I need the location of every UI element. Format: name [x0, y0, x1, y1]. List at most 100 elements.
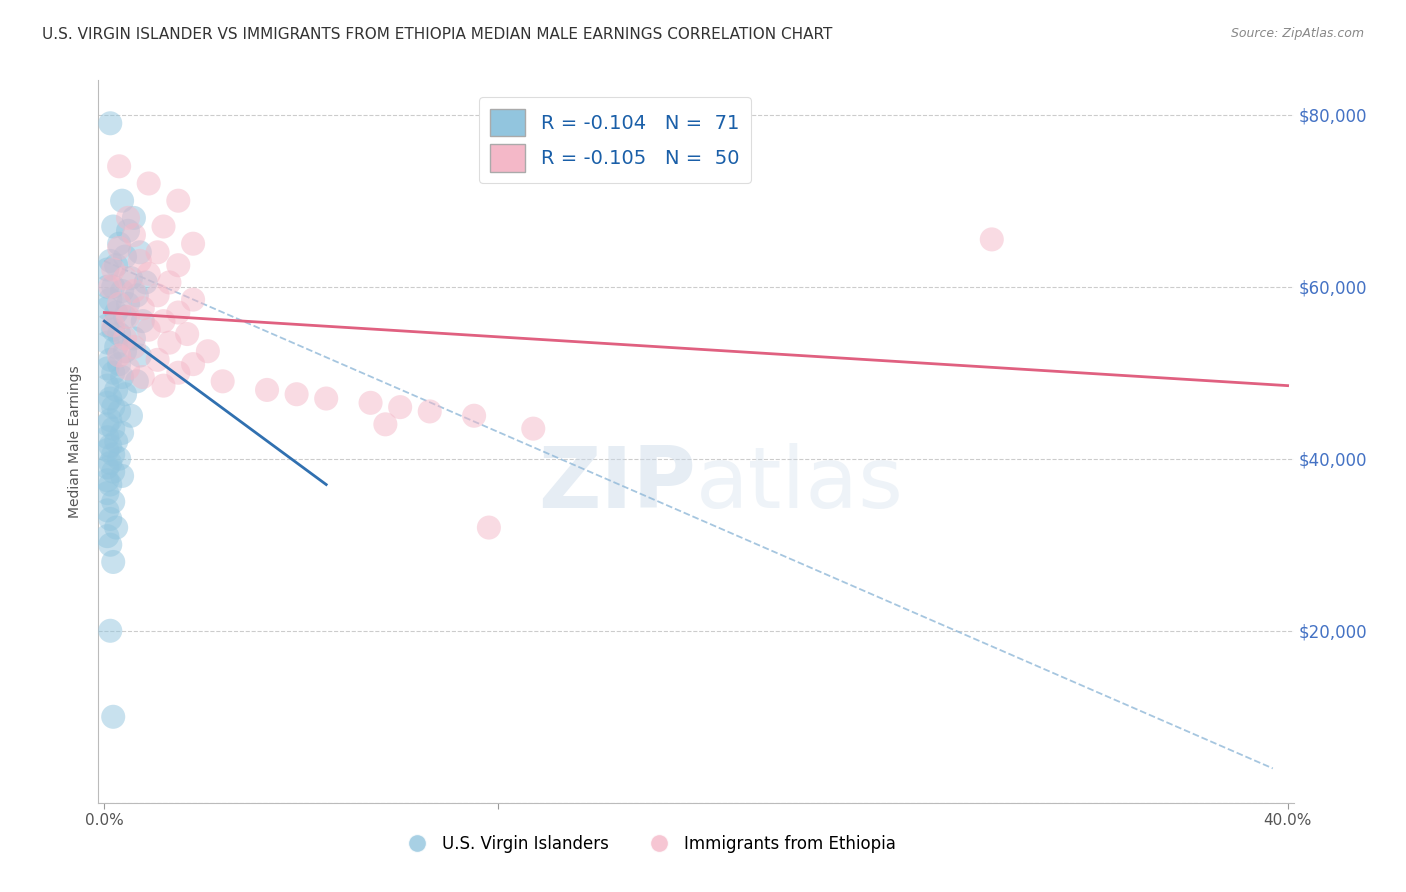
Point — [117, 310, 139, 324]
Point — [98, 352, 121, 367]
Point — [980, 232, 1002, 246]
Point — [132, 301, 155, 316]
Point — [103, 318, 125, 333]
Point — [103, 465, 125, 479]
Point — [167, 194, 190, 208]
Point — [132, 314, 155, 328]
Point — [211, 375, 233, 389]
Point — [114, 310, 136, 324]
Point — [478, 520, 501, 534]
Point — [108, 404, 131, 418]
Point — [96, 417, 118, 432]
Point — [111, 284, 134, 298]
Point — [167, 305, 190, 319]
Text: U.S. VIRGIN ISLANDER VS IMMIGRANTS FROM ETHIOPIA MEDIAN MALE EARNINGS CORRELATIO: U.S. VIRGIN ISLANDER VS IMMIGRANTS FROM … — [42, 27, 832, 42]
Point — [389, 400, 412, 414]
Y-axis label: Median Male Earnings: Median Male Earnings — [69, 365, 83, 518]
Point — [98, 439, 121, 453]
Point — [197, 344, 219, 359]
Point — [108, 241, 131, 255]
Point — [105, 520, 128, 534]
Point — [96, 460, 118, 475]
Point — [98, 279, 121, 293]
Point — [103, 279, 125, 293]
Point — [117, 211, 139, 225]
Point — [111, 425, 134, 440]
Point — [103, 323, 125, 337]
Point — [256, 383, 278, 397]
Point — [167, 258, 190, 272]
Point — [108, 451, 131, 466]
Point — [98, 293, 121, 307]
Point — [111, 194, 134, 208]
Text: atlas: atlas — [696, 443, 904, 526]
Point — [103, 422, 125, 436]
Point — [103, 400, 125, 414]
Point — [98, 413, 121, 427]
Point — [374, 417, 396, 432]
Point — [105, 383, 128, 397]
Point — [96, 529, 118, 543]
Point — [96, 430, 118, 444]
Point — [146, 352, 169, 367]
Point — [128, 245, 150, 260]
Point — [103, 710, 125, 724]
Point — [105, 258, 128, 272]
Point — [103, 219, 125, 234]
Point — [152, 314, 174, 328]
Point — [181, 293, 204, 307]
Point — [108, 349, 131, 363]
Point — [117, 297, 139, 311]
Point — [98, 392, 121, 406]
Point — [98, 624, 121, 638]
Point — [120, 271, 142, 285]
Point — [360, 396, 382, 410]
Point — [96, 486, 118, 500]
Point — [463, 409, 485, 423]
Point — [146, 288, 169, 302]
Point — [96, 335, 118, 350]
Point — [128, 253, 150, 268]
Point — [98, 477, 121, 491]
Point — [138, 267, 160, 281]
Text: ZIP: ZIP — [538, 443, 696, 526]
Point — [111, 370, 134, 384]
Point — [128, 349, 150, 363]
Point — [98, 253, 121, 268]
Point — [96, 279, 118, 293]
Point — [117, 224, 139, 238]
Point — [96, 361, 118, 376]
Point — [96, 473, 118, 487]
Point — [114, 331, 136, 345]
Point — [103, 555, 125, 569]
Point — [98, 116, 121, 130]
Point — [152, 378, 174, 392]
Point — [122, 211, 145, 225]
Point — [108, 357, 131, 371]
Point — [103, 262, 125, 277]
Point — [96, 396, 118, 410]
Point — [419, 404, 441, 418]
Point — [152, 219, 174, 234]
Point — [181, 357, 204, 371]
Point — [522, 422, 544, 436]
Point — [176, 326, 198, 341]
Point — [122, 340, 145, 354]
Point — [108, 297, 131, 311]
Point — [138, 323, 160, 337]
Text: Source: ZipAtlas.com: Source: ZipAtlas.com — [1230, 27, 1364, 40]
Point — [135, 276, 157, 290]
Point — [111, 469, 134, 483]
Point — [114, 250, 136, 264]
Point — [98, 538, 121, 552]
Point — [122, 228, 145, 243]
Point — [105, 434, 128, 449]
Point — [114, 387, 136, 401]
Point — [96, 262, 118, 277]
Point — [105, 340, 128, 354]
Point — [103, 447, 125, 461]
Point — [157, 335, 180, 350]
Point — [181, 236, 204, 251]
Point — [108, 236, 131, 251]
Point — [108, 326, 131, 341]
